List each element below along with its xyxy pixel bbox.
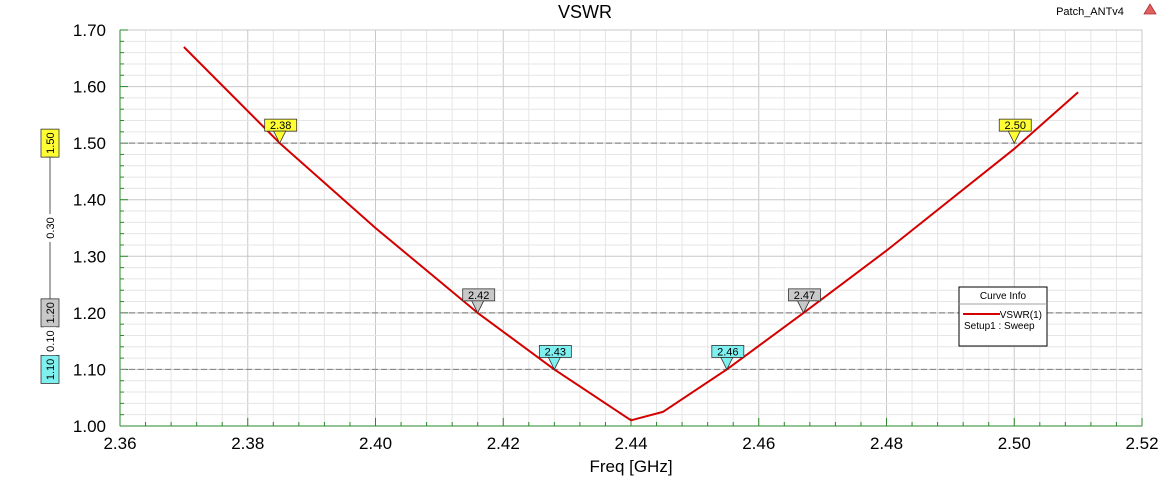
marker-pointer [273,130,287,145]
legend-box [958,286,1048,347]
series-layer [183,46,1079,422]
y-tick-label: 1.00 [73,417,106,436]
x-tick-label: 2.44 [614,434,647,453]
legend-sub: Setup1 : Sweep [964,321,1035,332]
y-tick-label: 1.70 [73,21,106,40]
ref-badge-label: 1.50 [45,132,57,153]
marker-pointer [720,357,734,371]
marker-2.42: 2.42 [462,288,496,314]
ref-badge-1.50: 1.50 [40,128,60,158]
delta-bg [44,327,56,356]
x-axis-label: Freq [GHz] [589,457,672,476]
y-tick-label: 1.60 [73,78,106,97]
x-tick-label: 2.48 [870,434,903,453]
legend-title: Curve Info [980,291,1027,302]
left-annotations: 1.50 1.20 1.10 0.30 0.10 [40,128,60,384]
marker-label: 2.46 [717,346,738,358]
ref-badge-label: 1.10 [45,359,57,380]
delta-0.30: 0.30 [44,156,57,299]
markers-layer: 2.38 2.42 2.43 2.46 2.47 2.50 [264,118,1032,371]
grid [119,29,1143,427]
marker-2.50: 2.50 [998,118,1032,145]
x-tick-label: 2.46 [742,434,775,453]
delta-label: 0.10 [45,330,57,351]
marker-2.38: 2.38 [264,118,298,145]
marker-label: 2.47 [794,290,815,302]
chart-title: VSWR [558,2,612,22]
ref-badge-label: 1.20 [45,302,57,323]
marker-2.46: 2.46 [711,345,745,371]
delta-bg [44,214,56,242]
x-tick-label: 2.42 [487,434,520,453]
x-tick-label: 2.52 [1125,434,1158,453]
y-tick-label: 1.20 [73,304,106,323]
marker-pointer [796,300,811,314]
tick-labels: 2.36 2.38 2.40 2.42 2.44 2.46 2.48 2.50 2.52 1.00… [73,21,1159,453]
legend: Curve Info VSWR(1) Setup1 : Sweep [958,286,1048,347]
delta-label: 0.30 [45,217,57,238]
marker-2.43: 2.43 [538,345,572,371]
marker-label: 2.50 [1005,120,1026,132]
y-tick-label: 1.30 [73,247,106,266]
marker-pointer [471,300,485,314]
marker-label: 2.38 [270,120,291,132]
x-tick-label: 2.40 [359,434,392,453]
marker-2.47: 2.47 [788,288,821,314]
marker-label: 2.42 [468,290,489,302]
y-tick-label: 1.10 [73,360,106,379]
y-tick-label: 1.40 [73,191,106,210]
x-tick-label: 2.36 [103,434,136,453]
delta-0.10: 0.10 [44,326,57,356]
ref-badge-1.10: 1.10 [40,355,60,384]
legend-entry: VSWR(1) [1000,310,1042,321]
marker-pointer [1007,130,1021,145]
marker-pointer [547,357,561,371]
axis-ticks [119,29,1143,427]
x-tick-label: 2.38 [231,434,264,453]
y-tick-label: 1.50 [73,134,106,153]
series-line-vswr [183,46,1079,422]
logo-icon [1143,3,1157,15]
x-tick-label: 2.50 [998,434,1031,453]
project-label: Patch_ANTv4 [1056,6,1124,18]
ref-badge-1.20: 1.20 [40,298,60,328]
marker-label: 2.43 [545,346,566,358]
